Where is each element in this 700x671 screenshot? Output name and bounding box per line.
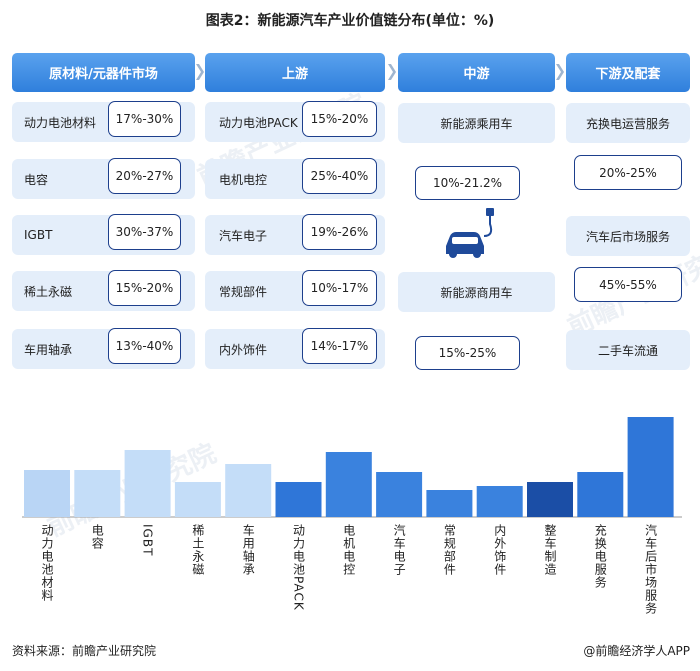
- x-tick-label: 稀土永磁: [190, 524, 205, 576]
- item-value: 13%-40%: [108, 328, 181, 364]
- bar: [627, 417, 674, 517]
- bar: [174, 482, 221, 517]
- x-tick-label: 电容: [90, 524, 105, 550]
- logo: @前瞻经济学人APP: [583, 643, 690, 658]
- column-header: 上游: [205, 53, 385, 92]
- item-value: 10%-21.2%: [415, 166, 520, 200]
- bar: [74, 470, 121, 517]
- bar: [476, 486, 523, 517]
- item-value: 20%-25%: [574, 155, 682, 190]
- arrow: [556, 64, 564, 80]
- bar: [275, 482, 322, 517]
- item-value: 15%-20%: [302, 101, 377, 137]
- x-tick-label: IGBT: [140, 524, 155, 557]
- column-header: 中游: [398, 53, 555, 92]
- x-tick-label: 汽车后市场服务: [643, 524, 658, 615]
- item-value: 25%-40%: [302, 158, 377, 194]
- source: 资料来源：前瞻产业研究院: [12, 643, 157, 658]
- x-tick-label: 汽车电子: [392, 524, 407, 576]
- bar: [527, 482, 573, 517]
- column-header: 原材料/元器件市场: [12, 53, 195, 92]
- bar: [124, 450, 171, 517]
- x-tick-label: 车用轴承: [241, 524, 256, 576]
- bar: [225, 464, 272, 517]
- item-label: 二手车流通: [566, 330, 690, 370]
- x-tick-label: 充换电服务: [593, 524, 608, 589]
- x-tick-label: 动力电池材料: [40, 524, 54, 602]
- x-tick-label: 常规部件: [442, 524, 457, 576]
- x-tick-label: 动力电池PACK: [291, 524, 306, 611]
- x-tick-label: 整车制造: [543, 524, 557, 576]
- item-label: 充换电运营服务: [566, 103, 690, 143]
- item-label: 汽车后市场服务: [566, 216, 690, 256]
- bar: [325, 452, 372, 517]
- item-value: 45%-55%: [574, 267, 682, 302]
- bar: [577, 472, 624, 517]
- item-value: 30%-37%: [108, 214, 181, 250]
- car-icon: [446, 208, 494, 258]
- item-value: 20%-27%: [108, 158, 181, 194]
- arrow: [196, 64, 204, 80]
- bar: [24, 470, 70, 517]
- item-value: 10%-17%: [302, 270, 377, 306]
- item-label: 新能源商用车: [398, 272, 555, 312]
- x-tick-label: 内外饰件: [492, 524, 507, 576]
- item-value: 14%-17%: [302, 328, 377, 364]
- item-value: 17%-30%: [108, 101, 181, 137]
- bar: [426, 490, 473, 517]
- bar: [376, 472, 423, 517]
- item-label: 新能源乘用车: [398, 103, 555, 143]
- x-tick-label: 电机电控: [341, 524, 356, 576]
- title: 图表2：新能源汽车产业价值链分布(单位：%): [205, 13, 495, 29]
- arrow: [388, 64, 396, 80]
- item-value: 19%-26%: [302, 214, 377, 250]
- item-value: 15%-20%: [108, 270, 181, 306]
- column-header: 下游及配套: [566, 53, 690, 92]
- item-value: 15%-25%: [415, 336, 520, 370]
